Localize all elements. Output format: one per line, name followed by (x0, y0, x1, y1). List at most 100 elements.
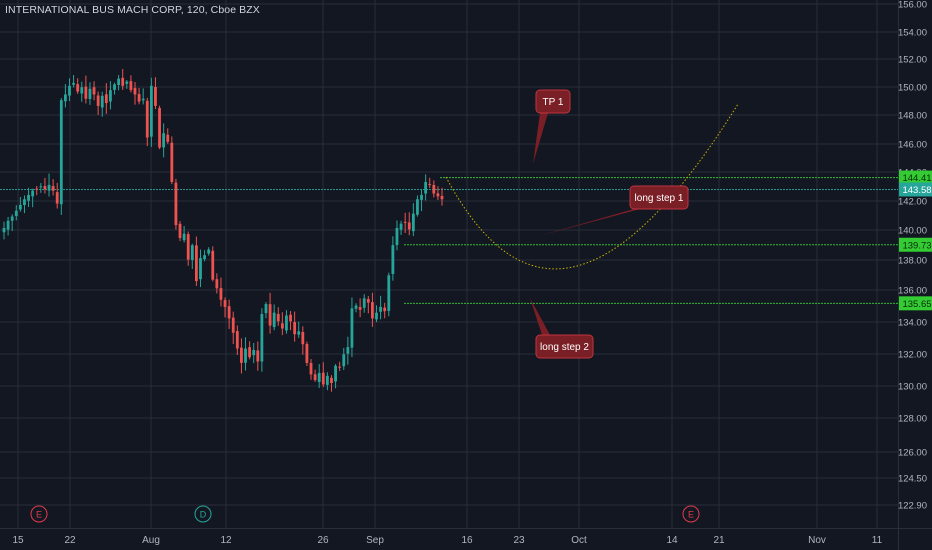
y-tick-label: 146.00 (898, 140, 927, 151)
candle (199, 249, 202, 288)
candle (10, 214, 14, 232)
candle-body (428, 183, 432, 185)
price-tag-label: 139.73 (902, 240, 931, 251)
candle-body (100, 95, 104, 108)
candle (174, 178, 178, 230)
y-tick-label: 126.00 (898, 448, 927, 459)
candle-body (207, 249, 211, 254)
candle-body (170, 142, 174, 183)
candle-body (264, 304, 268, 314)
candle (313, 369, 317, 382)
candle-body (395, 227, 399, 246)
y-tick-label: 150.00 (898, 83, 927, 94)
candle-body (403, 221, 407, 223)
y-tick-label: 154.00 (898, 28, 927, 39)
candle (158, 105, 161, 150)
candle (428, 177, 432, 188)
candle-body (289, 314, 292, 322)
price-tag-label: 135.65 (902, 299, 931, 310)
candle-body (285, 315, 288, 331)
candle (2, 221, 6, 240)
candle (403, 212, 407, 233)
candle (264, 302, 268, 319)
candle (411, 203, 415, 237)
candle-body (293, 322, 297, 335)
candle (301, 326, 305, 355)
candle-body (43, 186, 47, 190)
candle (194, 236, 198, 286)
candle-body (109, 90, 112, 102)
candle-body (154, 86, 157, 106)
candle-body (342, 354, 346, 367)
annotation-callouts: TP 1 long step 1 long step 2 (530, 89, 689, 359)
candle (178, 221, 182, 242)
candle (350, 297, 354, 358)
candle (137, 87, 141, 105)
candle-body (305, 343, 309, 363)
callout-pointer (539, 205, 648, 236)
candle-body (350, 308, 354, 348)
candle-body (272, 312, 276, 328)
x-tick-label: Nov (808, 535, 826, 546)
candle (76, 78, 80, 94)
candle-body (223, 300, 227, 307)
candle-body (10, 216, 14, 221)
candle-body (96, 95, 100, 106)
x-tick-label: Oct (571, 535, 587, 546)
candle-body (35, 188, 39, 190)
candle-body (149, 85, 153, 137)
candle (23, 195, 26, 214)
candle (6, 216, 10, 236)
candle (268, 292, 272, 334)
candle (342, 347, 346, 370)
candle-body (424, 182, 428, 194)
candle-body (346, 347, 350, 354)
y-tick-label: 138.00 (898, 256, 927, 267)
y-tick-label: 122.90 (898, 501, 927, 512)
event-marker: E (30, 505, 48, 523)
candle-body (297, 331, 301, 335)
candle-body (321, 372, 325, 385)
candle (145, 97, 149, 147)
y-tick-label: 134.00 (898, 318, 927, 329)
candle (399, 220, 403, 235)
candle-body (194, 245, 198, 282)
callout-box (535, 334, 594, 359)
candle (309, 359, 313, 380)
price-tag-label: 144.41 (902, 173, 931, 184)
candle-body (6, 220, 10, 230)
candle (92, 81, 96, 101)
candle-body (334, 365, 337, 382)
candle-body (84, 86, 88, 99)
x-tick-label: 21 (713, 535, 725, 546)
candle (18, 196, 22, 212)
candle (371, 292, 374, 327)
x-tick-label: 23 (513, 535, 525, 546)
candle (35, 185, 39, 196)
event-marker: E (682, 505, 700, 523)
callout-box (535, 89, 571, 114)
candle-body (317, 372, 321, 383)
candle-body (411, 213, 415, 232)
candle (149, 77, 153, 147)
candle (321, 362, 325, 387)
candle (59, 97, 63, 215)
candle-body (203, 255, 206, 260)
candle-body (280, 323, 284, 329)
price-level-lines (0, 177, 898, 304)
candle-body (55, 192, 59, 204)
candle (235, 325, 239, 355)
candle-body (416, 199, 419, 215)
candle (125, 80, 129, 89)
candle-body (244, 348, 247, 363)
price-tag-bg (899, 170, 932, 185)
candle (109, 81, 112, 110)
candle-body (76, 84, 80, 92)
candle-body (375, 312, 378, 320)
candle-body (371, 302, 374, 319)
candle-body (64, 94, 67, 102)
candle (362, 294, 366, 313)
candle (51, 179, 55, 196)
